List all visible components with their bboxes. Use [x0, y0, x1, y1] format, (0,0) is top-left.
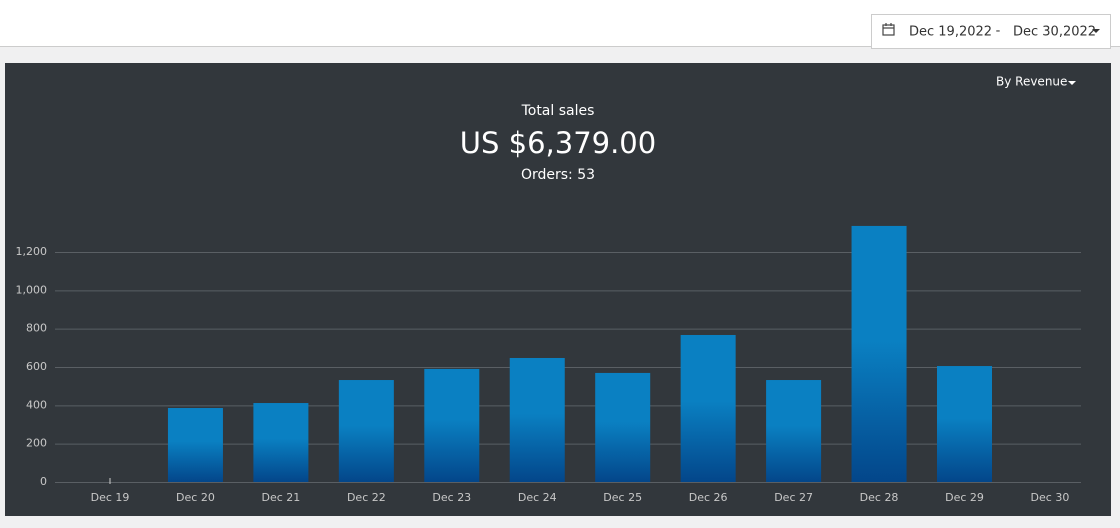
- x-tick-label: Dec 30: [1031, 491, 1070, 504]
- metric-dropdown[interactable]: By Revenue: [996, 75, 1076, 89]
- x-tick-label: Dec 25: [603, 491, 642, 504]
- date-to: Dec 30,2022: [1013, 25, 1096, 40]
- orders: Orders: 53: [521, 167, 595, 183]
- bar: [338, 380, 394, 482]
- x-tick-label: Dec 23: [432, 491, 471, 504]
- bar: [509, 357, 565, 482]
- x-tick-label: Dec 22: [347, 491, 386, 504]
- bar: [595, 372, 651, 482]
- plot: 0 200 400 600 800 1,000 1,200 Dec 19 Dec 20 Dec 2…: [16, 225, 1081, 504]
- x-tick-label: Dec 28: [860, 491, 899, 504]
- chart-title: Total sales: [521, 103, 595, 119]
- bar: [253, 403, 309, 482]
- date-picker-box[interactable]: [871, 14, 1111, 49]
- y-tick-label: 800: [26, 322, 47, 335]
- x-tick-label: Dec 24: [518, 491, 557, 504]
- bar: [766, 380, 822, 482]
- bar: [851, 225, 907, 482]
- bar: [424, 368, 480, 482]
- caret: [1092, 29, 1100, 33]
- calendar-icon: [882, 23, 895, 36]
- caret: [1068, 81, 1076, 85]
- dropdown-label[interactable]: By Revenue: [996, 75, 1067, 89]
- bar: [937, 366, 992, 482]
- x-tick-label: Dec 27: [774, 491, 813, 504]
- x-tick-label: Dec 19: [91, 491, 130, 504]
- y-tick-label: 200: [26, 437, 47, 450]
- date-picker[interactable]: Dec 19,2022 - Dec 30,2022: [871, 14, 1111, 49]
- bar: [167, 408, 223, 482]
- date-separator: -: [996, 24, 1001, 39]
- x-tick-label: Dec 20: [176, 491, 215, 504]
- x-tick-label: Dec 26: [689, 491, 728, 504]
- y-tick-label: 1,000: [16, 283, 48, 296]
- y-tick-label: 1,200: [16, 245, 48, 258]
- total-sales: US $6,379.00: [460, 126, 656, 160]
- x-tick-label: Dec 21: [262, 491, 301, 504]
- date-from: Dec 19,2022: [909, 25, 992, 40]
- y-tick-label: 400: [26, 398, 47, 411]
- y-tick-label: 600: [26, 360, 47, 373]
- bar: [680, 334, 736, 482]
- x-tick-label: Dec 29: [945, 491, 984, 504]
- y-tick-label: 0: [40, 475, 47, 488]
